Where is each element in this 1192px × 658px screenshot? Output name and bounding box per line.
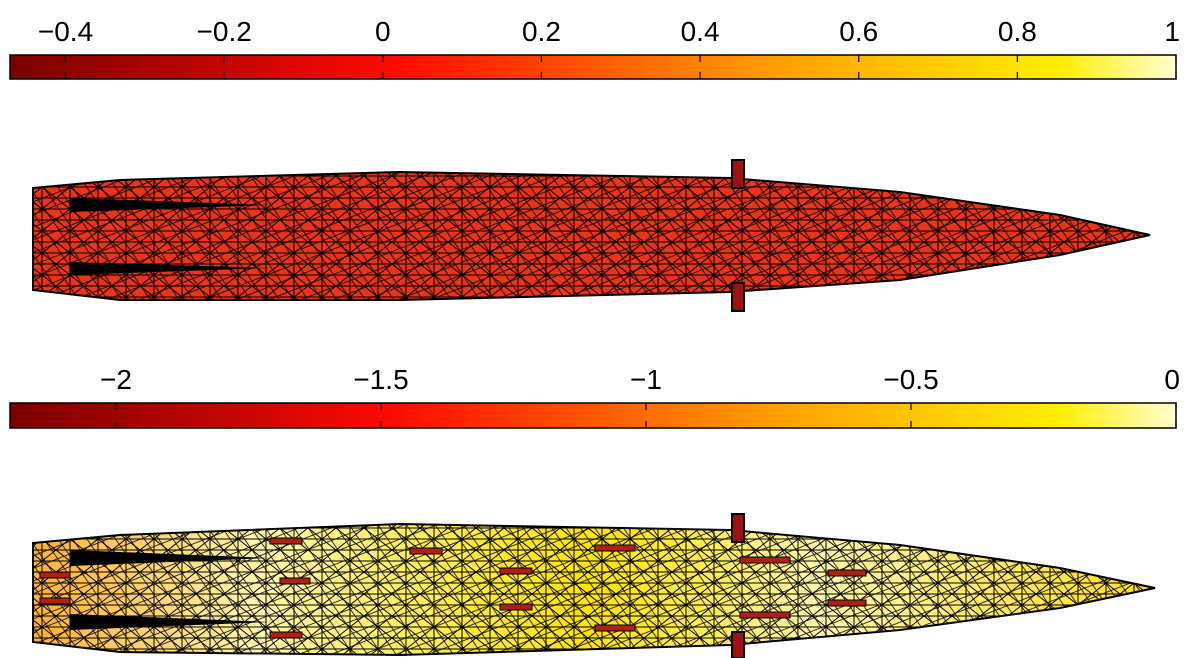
colorbar: −2 −1.5 −1 −0.5 0 bbox=[9, 364, 1180, 429]
tick-label: 1 bbox=[1164, 16, 1180, 47]
tick-label: 0 bbox=[1164, 364, 1180, 395]
colorbar-fill bbox=[9, 54, 1177, 80]
tick-label: −1.5 bbox=[353, 364, 408, 395]
colorbar-fill bbox=[9, 402, 1177, 429]
tick-label: −1 bbox=[630, 364, 662, 395]
tick-label: −0.2 bbox=[197, 16, 252, 47]
tick-label: 0.8 bbox=[998, 16, 1037, 47]
tick-label: −2 bbox=[100, 364, 132, 395]
tick-label: 0.6 bbox=[839, 16, 878, 47]
tick-label: −0.5 bbox=[883, 364, 938, 395]
tick-label: 0.4 bbox=[681, 16, 720, 47]
hull-bottom bbox=[32, 513, 1156, 658]
colorbar: −0.4 −0.2 0 0.2 0.4 0.6 0.8 1 bbox=[9, 16, 1180, 80]
tick-label: 0 bbox=[375, 16, 391, 47]
tick-label: 0.2 bbox=[522, 16, 561, 47]
hull-top bbox=[32, 159, 1151, 312]
colorbars: −0.4 −0.2 0 0.2 0.4 0.6 0.8 1 −2 −1.5 −1 −0.5 0 bbox=[9, 16, 1180, 429]
tick-label: −0.4 bbox=[38, 16, 93, 47]
